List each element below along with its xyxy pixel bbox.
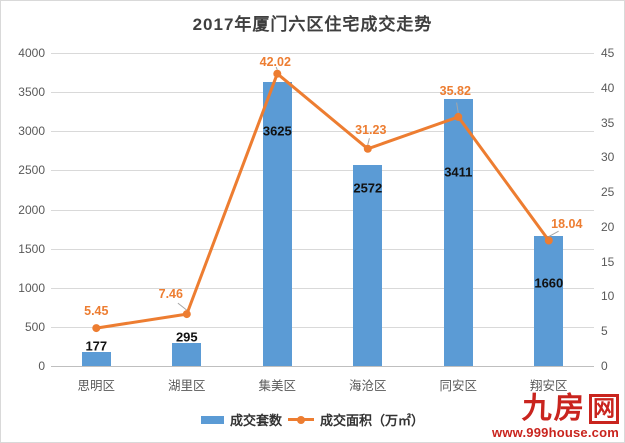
bar-value-label: 3411 (444, 164, 473, 180)
category-label-湖里区: 湖里区 (168, 379, 206, 393)
gridline (51, 248, 594, 250)
line-value-label: 42.02 (259, 54, 291, 69)
gridline (51, 326, 594, 328)
nine-house-logo: 九房 网 (492, 392, 619, 425)
gridline (51, 53, 594, 54)
bar-value-label: 2572 (353, 180, 383, 196)
left-axis-tick: 2000 (18, 202, 45, 217)
legend-bar-swatch (200, 415, 224, 424)
bar-value-label: 3625 (262, 123, 292, 139)
right-axis-tick: 15 (601, 254, 615, 269)
category-label-集美区: 集美区 (258, 379, 297, 393)
line-marker-海沧区 (363, 144, 372, 153)
left-axis-tick: 3500 (18, 85, 45, 100)
line-marker-湖里区 (182, 310, 191, 319)
line-value-label: 5.45 (84, 304, 109, 319)
logo-text: 九房 (521, 392, 587, 425)
left-axis-tick: 500 (24, 319, 45, 334)
right-axis-tick: 35 (601, 115, 615, 130)
legend-line-marker (288, 415, 314, 424)
bar-value-label: 177 (85, 338, 108, 354)
legend-line-dot-icon (297, 415, 305, 424)
right-axis-tick: 10 (601, 289, 615, 304)
legend-bar-label: 成交套数 (229, 413, 282, 428)
gridline (51, 92, 594, 94)
watermark-url: www.999house.com (492, 425, 619, 440)
left-axis-tick: 4000 (18, 46, 45, 60)
left-axis-tick: 2500 (18, 163, 45, 178)
line-value-label: 31.23 (355, 122, 387, 137)
bar-value-label: 1660 (534, 275, 564, 291)
logo-boxed-char: 网 (588, 394, 619, 424)
x-axis-line (51, 366, 594, 367)
bar-value-label: 295 (175, 329, 198, 345)
label-leader-line (177, 302, 188, 311)
gridline (51, 287, 594, 289)
gridline (51, 131, 594, 133)
category-label-海沧区: 海沧区 (349, 379, 387, 393)
category-label-同安区: 同安区 (439, 379, 478, 393)
bar-湖里区 (172, 342, 202, 366)
line-value-label: 18.04 (551, 216, 583, 231)
line-marker-集美区 (273, 69, 282, 78)
right-axis-tick: 40 (601, 80, 615, 95)
legend: 成交套数 成交面积（万㎡） (1, 410, 624, 429)
right-axis-tick: 5 (601, 324, 608, 339)
category-label-思明区: 思明区 (77, 379, 116, 393)
label-leader-line (367, 138, 370, 145)
gridline (51, 170, 594, 172)
left-axis-tick: 3000 (18, 124, 45, 139)
right-axis-tick: 30 (601, 150, 615, 165)
right-axis-tick: 45 (601, 46, 615, 60)
line-marker-思明区 (92, 324, 101, 333)
gridline (51, 209, 594, 211)
right-axis-tick: 0 (601, 359, 608, 373)
left-axis-tick: 0 (38, 359, 45, 373)
bar-同安区 (443, 99, 473, 366)
bar-思明区 (81, 352, 111, 366)
left-axis-tick: 1000 (18, 280, 45, 295)
bar-翔安区 (534, 236, 564, 366)
chart-title: 2017年厦门六区住宅成交走势 (192, 15, 433, 34)
legend-line-label: 成交面积（万㎡） (320, 413, 425, 428)
category-label-翔安区: 翔安区 (530, 379, 568, 393)
left-axis-tick: 1500 (18, 241, 45, 256)
line-value-label: 7.46 (158, 287, 183, 302)
watermark-logo: 九房 网 www.999house.com (492, 392, 619, 440)
right-axis-tick: 25 (601, 185, 615, 200)
line-value-label: 35.82 (439, 83, 471, 98)
right-axis-tick: 20 (601, 219, 615, 234)
